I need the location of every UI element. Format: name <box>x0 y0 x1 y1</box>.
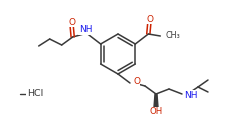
Text: O: O <box>133 77 140 86</box>
Text: O: O <box>147 15 154 24</box>
Text: CH₃: CH₃ <box>165 31 180 41</box>
Text: HCl: HCl <box>27 90 43 98</box>
Text: OH: OH <box>149 107 163 116</box>
Text: O: O <box>68 18 75 27</box>
Text: NH: NH <box>184 91 198 100</box>
Text: NH: NH <box>79 25 93 35</box>
Polygon shape <box>154 94 158 107</box>
